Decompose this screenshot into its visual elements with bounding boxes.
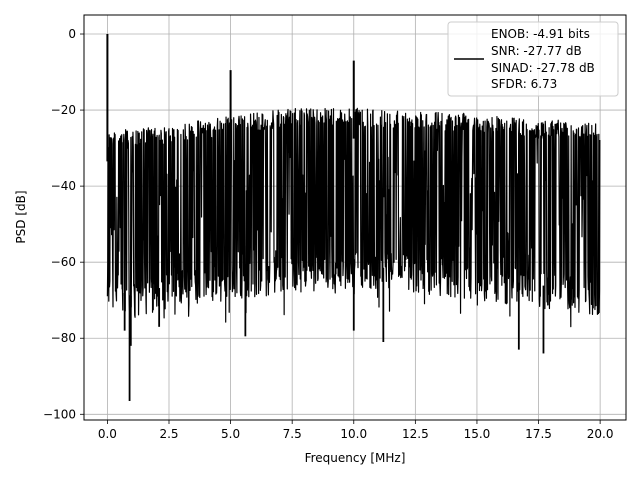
y-tick-label: 0 [68, 27, 76, 41]
legend: ENOB: -4.91 bits SNR: -27.77 dB SINAD: -… [447, 21, 619, 97]
y-axis-label: PSD [dB] [14, 190, 28, 243]
plot-area [106, 34, 601, 401]
y-tick-label: −100 [43, 407, 76, 421]
x-tick-label: 2.5 [159, 427, 178, 441]
y-tick-label: −20 [51, 103, 76, 117]
x-tick-label: 15.0 [464, 427, 491, 441]
legend-line-enob: ENOB: -4.91 bits [491, 27, 590, 41]
x-tick-label: 17.5 [525, 427, 552, 441]
axes-frame [83, 14, 627, 421]
x-tick-label: 12.5 [402, 427, 429, 441]
x-tick-label: 10.0 [340, 427, 367, 441]
x-axis-label: Frequency [MHz] [305, 451, 406, 465]
legend-line-snr: SNR: -27.77 dB [491, 44, 582, 58]
legend-line-sinad: SINAD: -27.78 dB [491, 61, 595, 75]
x-axis: 0.0 2.5 5.0 7.5 10.0 12.5 15.0 17.5 20.0 [98, 420, 614, 441]
y-tick-label: −80 [51, 331, 76, 345]
y-axis: 0 −20 −40 −60 −80 −100 [43, 27, 84, 421]
x-tick-label: 5.0 [221, 427, 240, 441]
y-tick-label: −60 [51, 255, 76, 269]
x-tick-label: 7.5 [283, 427, 302, 441]
psd-series-line [106, 107, 601, 328]
legend-box [447, 21, 619, 97]
x-tick-label: 20.0 [587, 427, 614, 441]
x-tick-label: 0.0 [98, 427, 117, 441]
legend-line-sfdr: SFDR: 6.73 [491, 77, 557, 91]
y-tick-label: −40 [51, 179, 76, 193]
